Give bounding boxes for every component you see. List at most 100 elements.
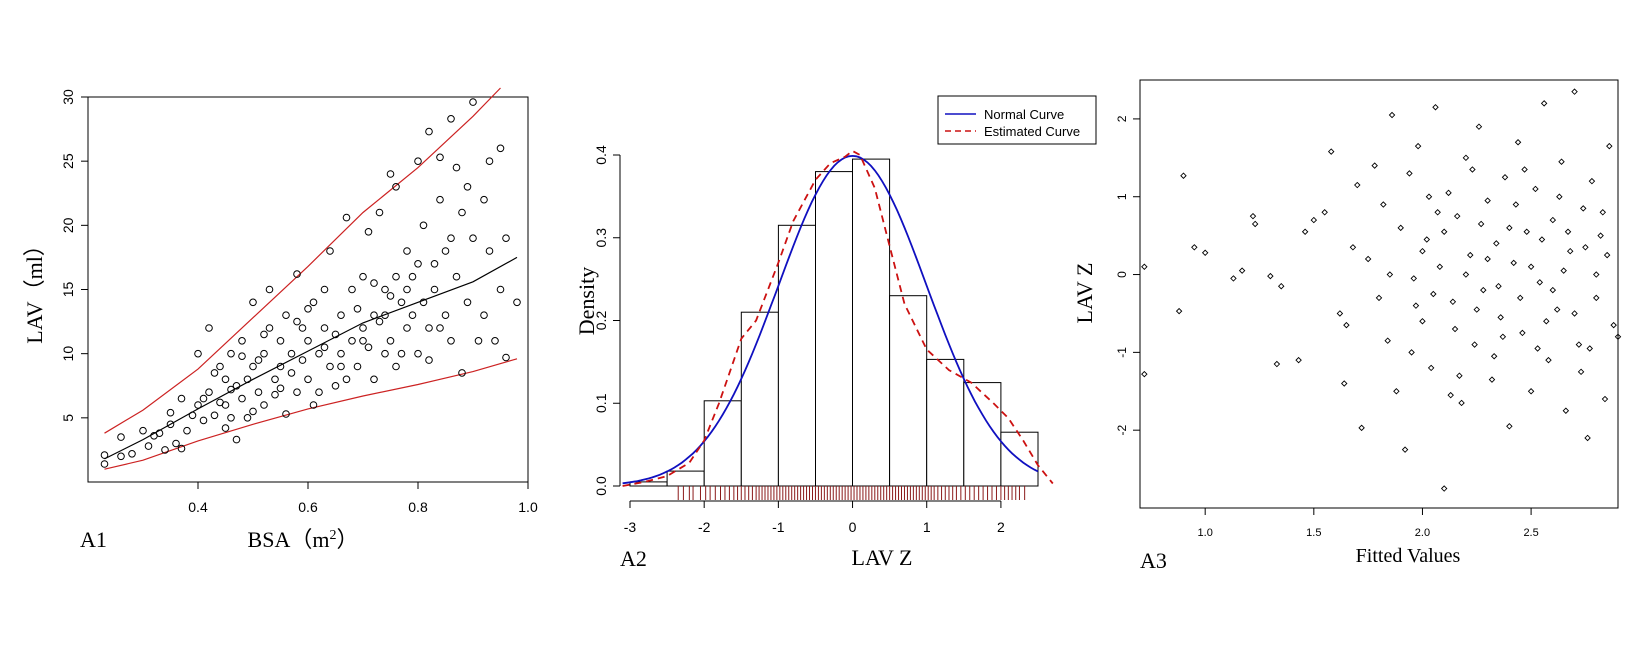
a3-point <box>1501 174 1509 181</box>
a3-point <box>1249 212 1257 220</box>
a3-point <box>1571 88 1578 95</box>
a2-x-tick-label: 0 <box>849 519 857 535</box>
a1-point <box>183 426 191 435</box>
a3-point <box>1384 337 1391 344</box>
a3-point <box>1386 271 1394 278</box>
a1-point <box>216 362 224 371</box>
a1-point <box>397 349 406 358</box>
a1-point <box>331 330 340 339</box>
a3-point <box>1449 298 1457 306</box>
a2-histogram-bar <box>815 171 854 487</box>
a3-point <box>1549 216 1557 224</box>
a3-point <box>1495 282 1502 290</box>
a3-point <box>1558 158 1565 165</box>
a1-point <box>397 298 406 307</box>
a3-point <box>1473 306 1481 313</box>
a3-point <box>1453 212 1461 220</box>
a1-point <box>199 416 208 425</box>
a3-point <box>1277 282 1285 290</box>
a2-x-tick-label: -2 <box>698 519 711 535</box>
a1-point <box>199 394 208 403</box>
a1-point <box>287 369 296 377</box>
a3-point <box>1488 376 1496 383</box>
a1-curve-median <box>104 256 518 460</box>
a2-x-axis-label: LAV Z <box>852 545 913 570</box>
a1-point <box>403 247 411 255</box>
a3-point <box>1510 259 1517 267</box>
a2-x-tick-label: -3 <box>624 519 637 535</box>
a3-point <box>1499 333 1507 341</box>
a2-legend-normal-label: Normal Curve <box>984 107 1064 122</box>
a2-histogram-bar <box>777 224 817 487</box>
a3-point <box>1451 325 1459 333</box>
a3-point <box>1588 177 1596 185</box>
a1-point <box>249 298 257 307</box>
a3-point <box>1484 197 1491 204</box>
a3-point <box>1556 193 1563 200</box>
a1-point <box>436 324 444 332</box>
a3-y-axis: -2 -1 0 1 2 <box>1115 115 1140 436</box>
a1-point <box>293 388 301 397</box>
a3-point <box>1419 317 1426 325</box>
a1-point <box>408 311 417 320</box>
a1-point <box>298 356 307 364</box>
a3-point <box>1471 341 1478 348</box>
a1-point <box>309 401 318 409</box>
a3-point <box>1295 356 1302 364</box>
a1-point <box>320 343 329 352</box>
a1-point <box>353 305 362 313</box>
a1-point <box>348 337 356 345</box>
a2-x-tick-label: 1 <box>923 519 931 535</box>
a3-point <box>1536 279 1544 286</box>
a3-y-tick-label: -2 <box>1115 425 1129 436</box>
a2-x-tick-label: -1 <box>772 519 785 535</box>
a3-point <box>1527 263 1535 271</box>
a1-point <box>221 375 230 384</box>
a3-x-tick-label: 1.5 <box>1306 527 1321 539</box>
a1-point <box>441 247 450 255</box>
a1-point <box>304 337 312 345</box>
a3-point <box>1521 166 1528 173</box>
a3-point <box>1440 228 1448 235</box>
a3-point <box>1553 306 1561 313</box>
a3-point <box>1477 220 1485 228</box>
a2-legend-box <box>937 95 1097 145</box>
a1-point <box>414 157 422 165</box>
a3-point <box>1419 247 1426 255</box>
a3-point <box>1267 272 1274 280</box>
a1-panel-label: A1 <box>80 527 107 552</box>
a3-point <box>1545 356 1552 364</box>
a1-curve-lower <box>104 358 518 470</box>
a1-point <box>370 311 378 320</box>
a1-point <box>381 285 389 294</box>
a1-point <box>491 337 499 345</box>
a1-point <box>381 349 389 358</box>
a1-point <box>282 311 290 320</box>
a1-point <box>194 401 202 409</box>
a3-point <box>1586 345 1593 352</box>
a3-point <box>1540 100 1548 107</box>
a3-point <box>1408 349 1415 356</box>
a1-y-tick-label: 10 <box>60 346 76 362</box>
a1-point <box>463 298 472 307</box>
a3-point <box>1514 139 1522 146</box>
a3-point <box>1564 228 1572 235</box>
a1-point <box>392 183 400 191</box>
a1-point <box>254 388 263 397</box>
a1-point <box>166 420 175 429</box>
a1-point <box>238 394 246 403</box>
a3-point <box>1230 275 1237 282</box>
a1-point <box>216 398 224 407</box>
a1-point <box>210 411 219 420</box>
a1-point <box>254 356 263 364</box>
a3-point <box>1462 271 1470 278</box>
a3-point <box>1467 251 1474 259</box>
a1-point <box>419 221 428 230</box>
a3-point <box>1336 310 1344 317</box>
a1-y-axis-label: LAV（ml） <box>22 234 47 344</box>
a1-point <box>100 460 109 468</box>
a1-point <box>331 382 340 390</box>
a1-point <box>353 362 362 371</box>
a1-point <box>276 384 285 393</box>
